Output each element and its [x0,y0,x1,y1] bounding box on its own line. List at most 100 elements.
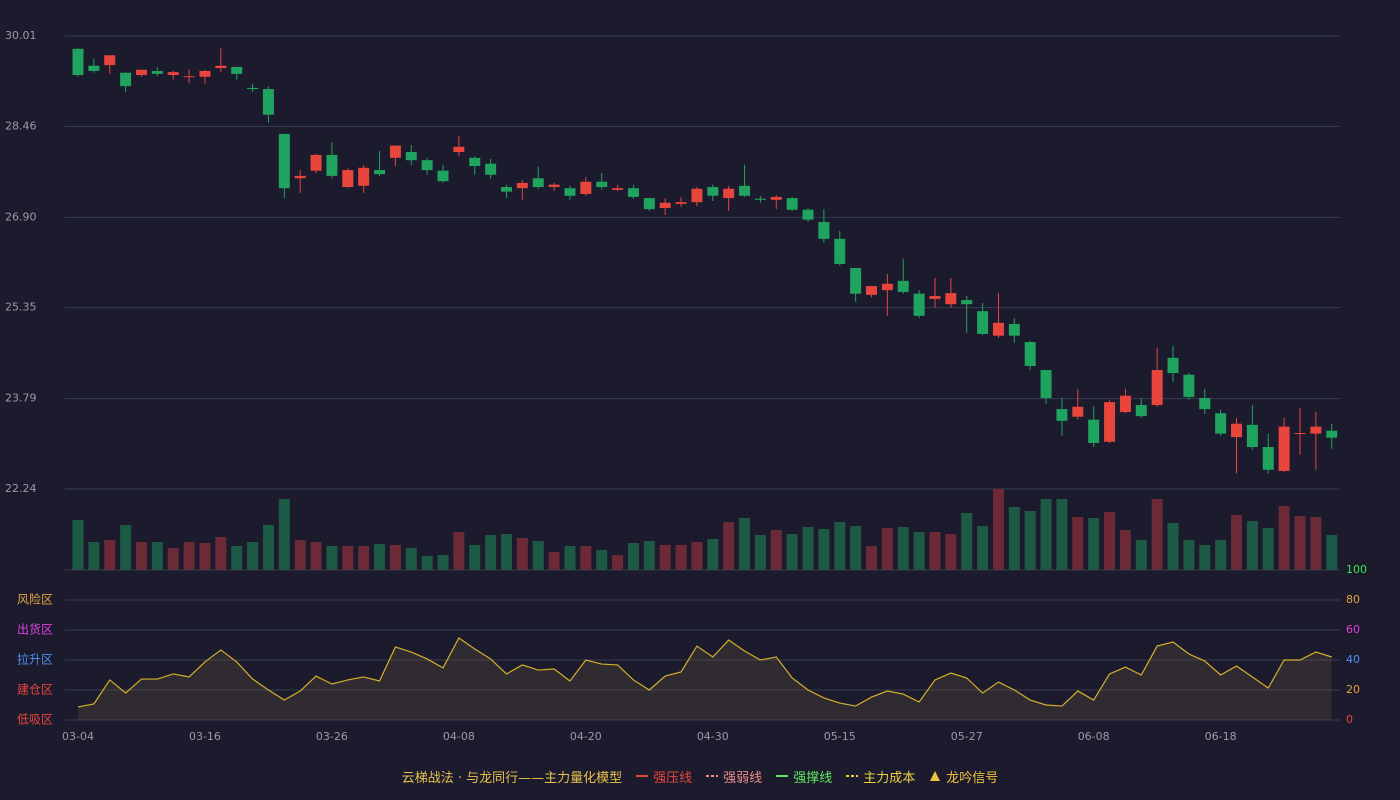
candle-body [881,283,893,291]
y2-tick-label: 60 [1346,623,1360,636]
volume-bar [612,555,624,570]
legend-marker [636,775,649,777]
volume-bar [183,542,195,570]
candle-body [453,146,465,153]
y2-tick-label: 0 [1346,713,1353,726]
candle-body [358,167,370,186]
candle-body [1262,447,1274,470]
candle-body [104,55,116,66]
candle-body [580,181,592,194]
volume-bar [104,540,116,570]
candle-body [1215,413,1227,434]
volume-bar [437,555,449,570]
volume-bar [1326,535,1338,570]
candle-body [977,311,989,334]
legend-label: 强撑线 [793,770,833,786]
legend-marker [706,775,719,777]
candle-body [1167,357,1179,373]
volume-bar [1246,521,1258,570]
candle-body [739,185,751,196]
y-tick-label: 22.24 [5,482,37,495]
candle-body [961,300,973,305]
candle-body [72,48,84,76]
x-tick-label: 04-08 [443,730,475,743]
candle-body [437,170,449,182]
candle-body [532,178,544,187]
volume-bar [278,499,290,570]
candle-body [1199,398,1211,410]
candle-body [135,69,147,76]
volume-bar [120,525,132,570]
candle-body [929,296,941,299]
volume-bar [88,542,100,570]
candle-body [754,198,766,200]
legend-label: 龙吟信号 [946,770,999,786]
volume-bar [548,552,560,570]
x-tick-label: 04-20 [570,730,602,743]
zone-label: 低吸区 [17,713,53,727]
candle-body [643,198,655,210]
volume-bar [231,546,243,570]
volume-bar [326,546,338,570]
candle-body [1056,409,1068,421]
volume-bar [262,525,274,570]
candle-body [389,145,401,158]
volume-bar [627,543,639,570]
area-fill [78,637,1332,720]
volume-bar [1151,499,1163,570]
volume-bar [342,546,354,570]
candle-body [1278,426,1290,471]
volume-bar [215,537,227,570]
candle-body [770,196,782,200]
volume-bar [945,534,957,570]
candle-body [183,76,195,78]
volume-bar [1310,517,1322,570]
volume-bar [707,539,719,570]
candle-body [1088,419,1100,443]
candle-body [421,160,433,171]
volume-bar [818,529,830,570]
candle-body [485,163,497,175]
zone-label: 建仓区 [17,683,53,697]
candle-body [1024,342,1036,366]
volume-bar [1135,540,1147,570]
volume-bar [1215,540,1227,570]
volume-bar [310,542,322,570]
volume-bar [770,530,782,570]
candle-body [1040,370,1052,399]
volume-bar [739,518,751,570]
y2-tick-label: 80 [1346,593,1360,606]
candle-body [262,89,274,115]
candle-body [405,152,417,161]
y-tick-label: 26.90 [5,210,37,223]
candle-body [1294,433,1306,435]
candle-body [215,65,227,69]
candle-body [675,202,687,204]
candle-body [326,154,338,176]
volume-bar [961,513,973,570]
candle-body [167,72,179,76]
candle-body [897,280,909,292]
volume-bar [1183,540,1195,570]
x-tick-label: 06-08 [1078,730,1110,743]
candle-body [818,221,830,239]
volume-bar [754,535,766,570]
y2-tick-label: 100 [1346,563,1367,576]
zone-label: 风险区 [17,592,53,607]
y-tick-label: 30.01 [5,29,37,42]
x-tick-label: 04-30 [697,730,729,743]
x-tick-label: 05-27 [951,730,983,743]
x-tick-label: 03-26 [316,730,348,743]
legend: 云梯战法 · 与龙同行——主力量化模型 强压线 强弱线 强撑线 主力成本 龙吟信号 [0,766,1400,786]
volume-bar [485,535,497,570]
volume-bar [564,546,576,570]
volume-bar [723,522,735,570]
candle-body [1183,374,1195,397]
candle-body [913,293,925,316]
volume-bar [1167,523,1179,570]
legend-marker [846,775,859,777]
volume-bar [167,548,179,570]
volume-bar [405,548,417,570]
candle-body [627,188,639,197]
